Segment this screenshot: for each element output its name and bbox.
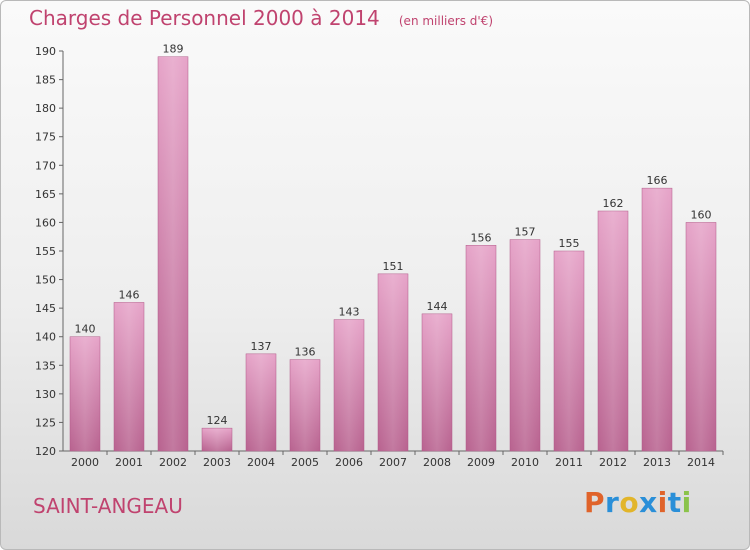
bar-value-label: 160 <box>691 208 712 221</box>
bar-shine <box>686 222 716 451</box>
x-tick-label: 2000 <box>71 456 99 469</box>
logo-letter: i <box>681 486 692 519</box>
y-tick-label: 135 <box>35 359 56 372</box>
y-tick-label: 190 <box>35 45 56 58</box>
x-tick-label: 2001 <box>115 456 143 469</box>
y-tick-label: 185 <box>35 74 56 87</box>
commune-name: SAINT-ANGEAU <box>33 494 183 518</box>
bar-shine <box>246 353 276 451</box>
x-tick-label: 2008 <box>423 456 451 469</box>
bar-value-label: 156 <box>471 231 492 244</box>
bar-value-label: 143 <box>339 306 360 319</box>
title-row: Charges de Personnel 2000 à 2014 (en mil… <box>29 6 493 30</box>
y-tick-label: 145 <box>35 302 56 315</box>
logo-letter: r <box>605 486 620 519</box>
x-tick-label: 2013 <box>643 456 671 469</box>
x-tick-label: 2010 <box>511 456 539 469</box>
bar-shine <box>202 428 232 451</box>
y-tick-label: 175 <box>35 131 56 144</box>
y-tick-label: 170 <box>35 159 56 172</box>
bar-shine <box>422 313 452 451</box>
bar-value-label: 136 <box>295 346 316 359</box>
x-tick-label: 2009 <box>467 456 495 469</box>
bar-shine <box>70 336 100 451</box>
x-tick-label: 2002 <box>159 456 187 469</box>
bar-shine <box>510 239 540 451</box>
y-tick-label: 155 <box>35 245 56 258</box>
bar-value-label: 124 <box>207 414 228 427</box>
y-tick-label: 160 <box>35 216 56 229</box>
y-tick-label: 130 <box>35 388 56 401</box>
x-tick-label: 2011 <box>555 456 583 469</box>
bar-shine <box>466 245 496 451</box>
bar-value-label: 155 <box>559 237 580 250</box>
logo-letter: t <box>667 486 682 519</box>
x-tick-label: 2014 <box>687 456 715 469</box>
logo-letter: i <box>657 486 668 519</box>
bar-value-label: 157 <box>515 226 536 239</box>
bar-value-label: 162 <box>603 197 624 210</box>
logo-letter: x <box>639 486 658 519</box>
bar-value-label: 151 <box>383 260 404 273</box>
y-tick-label: 120 <box>35 445 56 458</box>
bar-shine <box>114 302 144 451</box>
y-tick-label: 180 <box>35 102 56 115</box>
x-tick-label: 2005 <box>291 456 319 469</box>
bar-value-label: 144 <box>427 300 448 313</box>
bar-shine <box>290 359 320 451</box>
bar-shine <box>334 319 364 451</box>
y-tick-label: 150 <box>35 274 56 287</box>
x-tick-label: 2004 <box>247 456 275 469</box>
bar-value-label: 166 <box>647 174 668 187</box>
axes: 120 125 130 135 140 145 150 155 160 165 170 175 180 1… <box>35 45 724 469</box>
bar-shine <box>158 56 188 451</box>
bar-shine <box>642 188 672 451</box>
x-tick-label: 2006 <box>335 456 363 469</box>
bar-value-label: 146 <box>119 288 140 301</box>
bar-value-label: 137 <box>251 340 272 353</box>
bar-value-label: 189 <box>163 43 184 56</box>
y-tick-label: 140 <box>35 331 56 344</box>
chart-subtitle: (en milliers d'€) <box>398 14 493 28</box>
y-tick-label: 165 <box>35 188 56 201</box>
x-tick-label: 2007 <box>379 456 407 469</box>
logo-letter: o <box>619 486 640 519</box>
bar-value-label: 140 <box>75 323 96 336</box>
logo-letter: P <box>584 486 606 519</box>
bar-shine <box>598 211 628 451</box>
y-tick-label: 125 <box>35 416 56 429</box>
proxiti-logo: Proxiti <box>584 486 692 519</box>
bar-shine <box>554 251 584 451</box>
bars: 140 146 189 124 137 136 143 151 144 156 157 155 162 1… <box>69 43 717 452</box>
bar-shine <box>378 273 408 451</box>
x-tick-label: 2012 <box>599 456 627 469</box>
chart-title: Charges de Personnel 2000 à 2014 <box>29 6 380 30</box>
x-tick-label: 2003 <box>203 456 231 469</box>
